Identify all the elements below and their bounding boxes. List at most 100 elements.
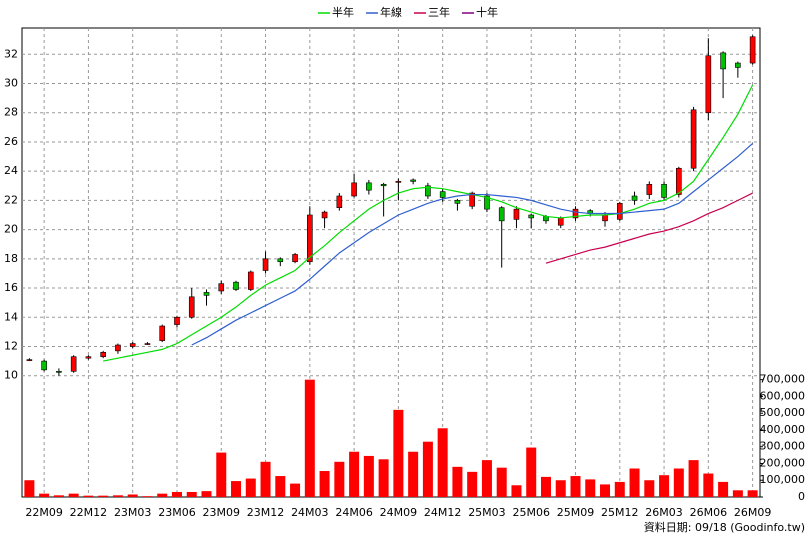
volume-bar	[467, 471, 478, 497]
volume-bar	[24, 480, 35, 497]
volume-bar	[275, 476, 286, 497]
x-tick-label: 25M09	[557, 506, 595, 519]
candle-body	[380, 184, 387, 187]
x-tick-label: 24M03	[291, 506, 329, 519]
volume-bar	[585, 479, 596, 497]
candle-body	[676, 167, 682, 195]
volume-bar	[422, 441, 433, 497]
y-tick-label: 24	[4, 164, 18, 177]
x-tick-label: 22M12	[70, 506, 108, 519]
y2-tick-label: 600,000	[760, 389, 806, 402]
volume-bar	[68, 493, 79, 497]
y2-tick-label: 300,000	[760, 440, 806, 453]
candle-body	[247, 271, 254, 290]
candle-body	[85, 356, 92, 359]
y2-tick-label: 100,000	[760, 473, 806, 486]
volume-bar	[644, 480, 655, 497]
x-tick-label: 23M09	[203, 506, 241, 519]
y2-tick-label: 700,000	[760, 373, 806, 386]
x-tick-label: 23M03	[114, 506, 152, 519]
candle-body	[233, 281, 239, 290]
candle-body	[56, 371, 62, 373]
volume-bar	[260, 461, 271, 497]
y2-tick-label: 500,000	[760, 406, 806, 419]
volume-bar	[83, 495, 94, 497]
volume-bar	[201, 491, 212, 497]
volume-bar	[334, 461, 345, 497]
volume-bar	[629, 468, 640, 497]
candle-body	[115, 344, 121, 352]
volume-bar	[39, 493, 50, 497]
ma-line	[545, 192, 753, 264]
y2-tick-label: 200,000	[760, 456, 806, 469]
candle-body	[572, 208, 579, 219]
candle-body	[277, 258, 284, 263]
volume-bar	[245, 478, 256, 497]
volume-bar	[526, 447, 537, 497]
volume-bar	[363, 455, 374, 497]
candle-body	[646, 184, 653, 195]
volume-bar	[290, 483, 301, 497]
volume-bar	[718, 481, 729, 497]
volume-bar	[304, 379, 315, 497]
legend-label: 十年	[476, 5, 498, 19]
y2-tick-label: 0	[798, 490, 805, 503]
x-tick-label: 24M12	[424, 506, 462, 519]
volume-bar	[540, 476, 551, 497]
candle-body	[336, 195, 343, 208]
x-tick-label: 25M03	[468, 506, 506, 519]
candle-body	[690, 109, 697, 169]
x-tick-label: 23M06	[158, 506, 196, 519]
volume-bar	[688, 460, 699, 497]
candle-body	[439, 191, 446, 198]
volume-bar	[570, 476, 581, 497]
y2-tick-label: 400,000	[760, 423, 806, 436]
ma-line	[191, 142, 754, 346]
legend-label: 三年	[428, 5, 450, 19]
y-tick-label: 20	[4, 223, 18, 236]
legend: 半年 年線 三年 十年	[318, 5, 498, 19]
volume-bar	[452, 466, 463, 497]
candle-body	[366, 182, 372, 191]
candle-body	[498, 207, 505, 222]
volume-bar	[349, 451, 360, 497]
volume-bar	[216, 452, 227, 497]
volume-bar	[319, 471, 330, 497]
volume-bar	[157, 493, 168, 497]
volume-bar	[437, 428, 448, 497]
volume-bar	[408, 451, 419, 497]
volume-bar	[659, 475, 670, 497]
candle-body	[41, 360, 47, 371]
candle-body	[159, 325, 166, 341]
y-tick-label: 26	[4, 135, 18, 148]
volume-bar	[732, 490, 743, 497]
y-tick-label: 28	[4, 106, 18, 119]
volume-bar	[600, 484, 611, 497]
volume-bar	[393, 409, 404, 497]
candle-body	[144, 343, 151, 345]
x-tick-label: 25M06	[512, 506, 550, 519]
candle-body	[454, 200, 461, 204]
candle-body	[395, 181, 402, 183]
volume-bar	[614, 481, 625, 497]
candle-body	[484, 195, 490, 210]
candle-body	[557, 217, 564, 226]
volume-bar	[186, 491, 197, 497]
plot-frame	[21, 27, 761, 498]
candle-body	[661, 184, 667, 198]
legend-label: 半年	[332, 5, 354, 19]
candle-body	[631, 195, 638, 201]
x-tick-label: 25M12	[601, 506, 639, 519]
x-tick-label: 23M12	[247, 506, 285, 519]
y-tick-label: 12	[4, 339, 18, 352]
y-tick-label: 16	[4, 281, 18, 294]
candle-body	[100, 352, 106, 358]
candle-body	[188, 296, 195, 318]
candle-body	[749, 36, 756, 64]
candle-body	[410, 179, 416, 182]
candle-body	[720, 52, 726, 70]
volume-bar	[142, 496, 153, 497]
candle-body	[129, 343, 136, 347]
source-note: 資料日期: 09/18 (Goodinfo.tw)	[644, 520, 805, 534]
